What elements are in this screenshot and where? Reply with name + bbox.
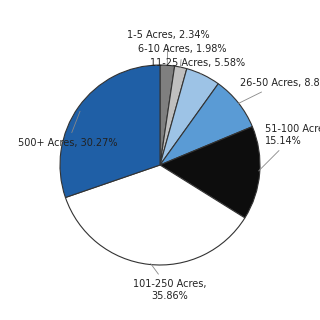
Text: 51-100 Acre
15.14%: 51-100 Acre 15.14% bbox=[259, 124, 320, 171]
Wedge shape bbox=[160, 65, 175, 165]
Text: 500+ Acres, 30.27%: 500+ Acres, 30.27% bbox=[18, 111, 117, 148]
Text: 26-50 Acres, 8.8: 26-50 Acres, 8.8 bbox=[238, 78, 320, 103]
Wedge shape bbox=[160, 127, 260, 218]
Text: 11-25 Acres, 5.58%: 11-25 Acres, 5.58% bbox=[150, 58, 245, 75]
Wedge shape bbox=[65, 165, 245, 265]
Wedge shape bbox=[160, 69, 218, 165]
Wedge shape bbox=[160, 84, 252, 165]
Text: 1-5 Acres, 2.34%: 1-5 Acres, 2.34% bbox=[127, 30, 209, 66]
Wedge shape bbox=[160, 66, 187, 165]
Text: 101-250 Acres,
35.86%: 101-250 Acres, 35.86% bbox=[133, 264, 207, 301]
Text: 6-10 Acres, 1.98%: 6-10 Acres, 1.98% bbox=[138, 44, 226, 67]
Wedge shape bbox=[60, 65, 160, 197]
